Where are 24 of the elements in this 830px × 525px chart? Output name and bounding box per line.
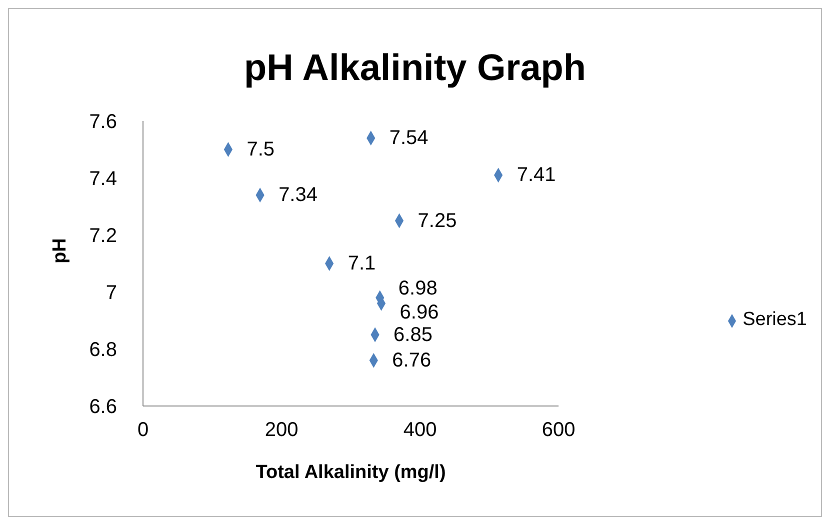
legend-label: Series1 bbox=[742, 309, 807, 330]
y-tick-label: 6.8 bbox=[89, 339, 117, 362]
y-tick-label: 7 bbox=[106, 282, 117, 304]
y-axis-title: pH bbox=[50, 238, 71, 264]
data-label: 7.34 bbox=[278, 184, 318, 206]
data-label: 6.98 bbox=[398, 278, 438, 300]
x-axis-title: Total Alkalinity (mg/l) bbox=[256, 462, 446, 483]
data-label: 7.5 bbox=[246, 138, 275, 160]
x-tick-label: 0 bbox=[137, 419, 149, 442]
data-label: 6.85 bbox=[394, 324, 432, 346]
y-tick-label: 6.6 bbox=[89, 396, 117, 418]
data-label: 7.1 bbox=[348, 252, 376, 274]
x-tick-label: 600 bbox=[542, 419, 576, 442]
data-label: 6.96 bbox=[400, 301, 439, 324]
data-label: 7.54 bbox=[389, 127, 428, 150]
x-tick-label: 200 bbox=[264, 419, 298, 442]
data-label: 7.41 bbox=[516, 164, 556, 186]
data-label: 7.25 bbox=[418, 210, 457, 232]
data-label: 6.76 bbox=[392, 349, 432, 372]
y-tick-label: 7.2 bbox=[89, 225, 117, 248]
y-tick-label: 7.4 bbox=[89, 168, 117, 190]
y-tick-label: 7.6 bbox=[89, 111, 117, 134]
chart-title: pH Alkalinity Graph bbox=[243, 47, 587, 89]
x-tick-label: 400 bbox=[403, 419, 437, 442]
